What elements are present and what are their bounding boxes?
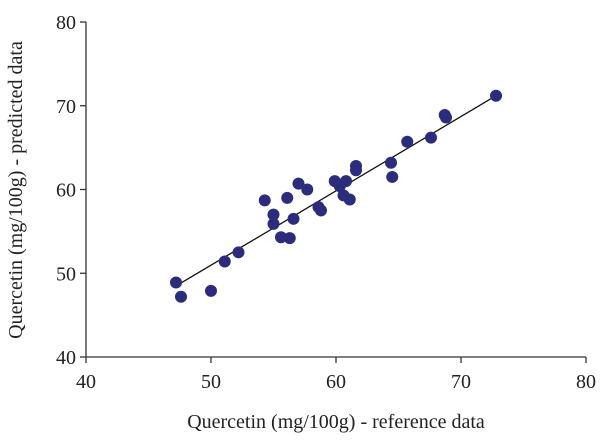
data-point bbox=[287, 212, 300, 225]
x-tick-label: 80 bbox=[576, 371, 596, 393]
data-point bbox=[425, 131, 437, 144]
x-tick-label: 60 bbox=[326, 371, 346, 393]
data-point bbox=[232, 246, 245, 259]
data-point bbox=[175, 290, 187, 303]
x-axis-title: Quercetin (mg/100g) - reference data bbox=[187, 411, 485, 433]
x-ticks: 40 50 60 70 80 bbox=[76, 357, 596, 393]
y-axis-title: Quercetin (mg/100g) - predicted data bbox=[5, 41, 27, 339]
trend-line bbox=[173, 95, 497, 289]
data-point bbox=[218, 255, 231, 268]
data-point bbox=[401, 135, 414, 148]
y-ticks: 40 50 60 70 80 bbox=[56, 12, 86, 369]
x-tick-label: 70 bbox=[451, 371, 471, 393]
data-point bbox=[205, 284, 217, 297]
data-point bbox=[283, 232, 296, 245]
data-point bbox=[281, 191, 294, 204]
x-tick-label: 50 bbox=[201, 371, 221, 393]
data-point bbox=[340, 175, 352, 188]
data-point bbox=[490, 89, 502, 102]
data-point bbox=[315, 204, 327, 217]
y-tick-label: 80 bbox=[56, 12, 76, 34]
data-point bbox=[301, 183, 314, 196]
data-point bbox=[267, 208, 280, 221]
data-point bbox=[170, 276, 182, 289]
x-tick-label: 40 bbox=[76, 371, 96, 393]
data-point bbox=[267, 217, 280, 230]
y-tick-label: 60 bbox=[56, 180, 76, 202]
data-point bbox=[275, 231, 287, 244]
data-point bbox=[385, 156, 397, 169]
data-point bbox=[292, 177, 305, 190]
y-tick-label: 50 bbox=[56, 263, 76, 285]
data-point bbox=[258, 194, 271, 207]
data-point bbox=[343, 193, 356, 206]
data-point bbox=[350, 164, 362, 177]
data-points bbox=[170, 89, 502, 303]
y-tick-label: 70 bbox=[56, 96, 76, 118]
data-point bbox=[440, 111, 452, 124]
y-tick-label: 40 bbox=[56, 347, 76, 369]
data-point bbox=[386, 170, 399, 183]
